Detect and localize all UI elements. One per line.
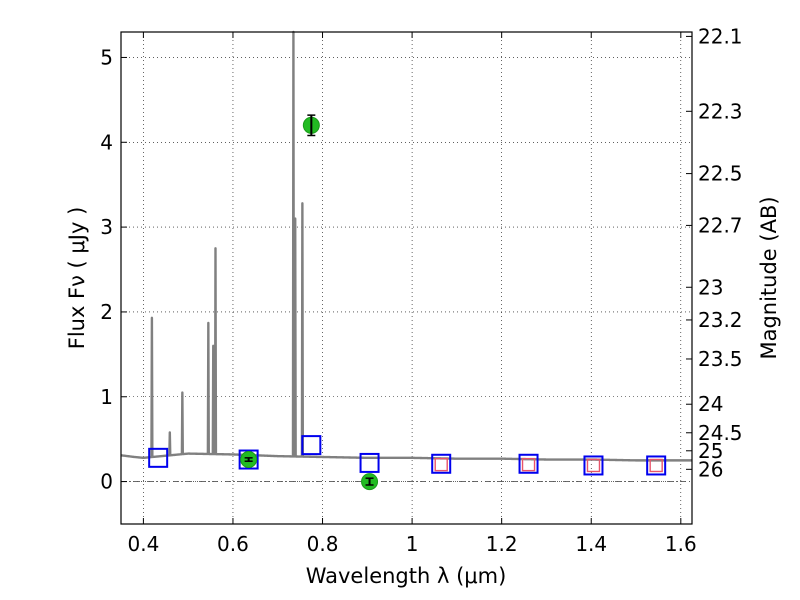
- y2-axis-label: Magnitude (AB): [757, 196, 781, 359]
- x-axis-ticks: 0.4 0.6 0.8 1 1.2 1.4 1.6: [127, 32, 697, 556]
- mag-tick-label: 22.7: [698, 213, 743, 237]
- mag-tick-label: 26: [698, 457, 723, 481]
- model-photometry-square: [359, 452, 380, 473]
- model-photometry-square: [431, 453, 452, 474]
- red-photometry-square: [649, 458, 663, 473]
- x-axis-label: Wavelength λ (μm): [306, 564, 507, 588]
- red-photometry-square: [434, 457, 448, 472]
- model-photometry-square: [583, 455, 604, 476]
- y-tick-label: 1: [100, 385, 113, 409]
- y-tick-label: 0: [100, 470, 113, 494]
- x-tick-label: 0.8: [307, 532, 339, 556]
- mag-tick-label: 23.2: [698, 308, 743, 332]
- x-tick-label: 0.4: [127, 532, 159, 556]
- mag-tick-label: 25: [698, 439, 723, 463]
- y-tick-label: 4: [100, 130, 113, 154]
- red-photometry-square: [586, 458, 601, 473]
- mag-tick-label: 24: [698, 392, 723, 416]
- x-tick-label: 1.4: [575, 532, 607, 556]
- x-tick-label: 1: [406, 532, 419, 556]
- y-tick-label: 2: [100, 300, 113, 324]
- plot-frame: [120, 31, 693, 525]
- mag-tick-label: 23: [698, 275, 723, 299]
- y-tick-label: 3: [100, 215, 113, 239]
- mag-tick-label: 22.5: [698, 162, 743, 186]
- model-photometry-square: [301, 435, 322, 456]
- photometry-markers: [148, 114, 667, 491]
- y-axis-label: Flux Fν ( μJy ): [65, 207, 89, 350]
- mag-tick-label: 23.5: [698, 347, 743, 371]
- mag-tick-label: 24.5: [698, 421, 743, 445]
- model-photometry-square: [148, 447, 169, 468]
- model-photometry-square: [646, 455, 667, 476]
- y-tick-label: 5: [100, 45, 113, 69]
- model-photometry-square: [238, 449, 259, 470]
- x-tick-label: 1.6: [665, 532, 697, 556]
- y-axis-ticks: 0 1 2 3 4 5: [100, 45, 127, 494]
- x-tick-label: 1.2: [486, 532, 518, 556]
- model-photometry-square: [518, 453, 539, 474]
- x-tick-label: 0.6: [217, 532, 249, 556]
- plot-area: [121, 32, 692, 524]
- red-photometry-square: [521, 457, 536, 472]
- mag-tick-label: 22.1: [698, 24, 743, 48]
- mag-tick-label: 22.3: [698, 99, 743, 123]
